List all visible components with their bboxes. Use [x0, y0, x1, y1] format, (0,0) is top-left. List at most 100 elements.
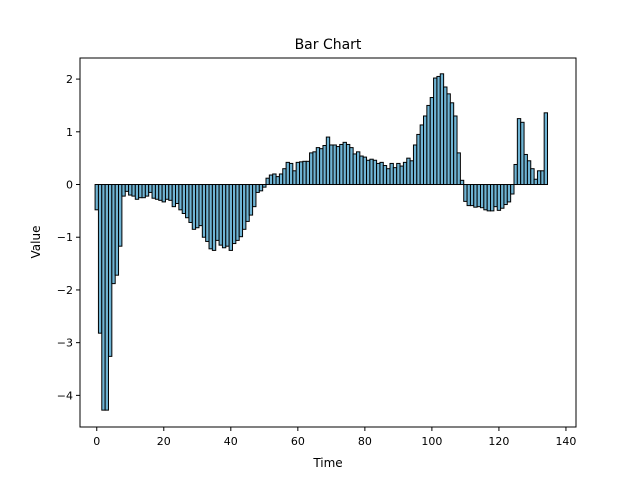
bar — [379, 161, 384, 186]
bar — [382, 165, 388, 186]
bar — [305, 160, 311, 186]
bar — [349, 147, 354, 186]
bar — [516, 118, 522, 186]
y-tick-label: 1 — [66, 126, 73, 139]
bar — [352, 153, 357, 186]
bar — [245, 184, 250, 222]
bar — [188, 184, 193, 223]
bar — [238, 184, 244, 238]
x-tick-label: 140 — [555, 435, 576, 448]
bar — [282, 168, 287, 186]
bar — [402, 161, 408, 186]
bar — [111, 184, 116, 285]
y-tick-label: 2 — [66, 73, 73, 86]
bar — [275, 176, 280, 186]
bar — [299, 161, 304, 186]
bar — [161, 184, 166, 203]
y-tick-label: 0 — [66, 179, 73, 192]
bar — [500, 184, 505, 209]
bar — [265, 177, 270, 186]
bar — [221, 184, 227, 249]
bar — [272, 173, 277, 186]
bar — [242, 184, 247, 230]
bar — [372, 159, 378, 186]
bars-group — [94, 73, 549, 411]
bar — [359, 155, 364, 186]
bar — [369, 158, 374, 186]
x-tick-label: 40 — [224, 435, 238, 448]
bar — [211, 184, 217, 251]
bar — [332, 144, 337, 186]
y-axis-label: Value — [29, 226, 43, 259]
bar — [198, 184, 203, 227]
bar — [506, 184, 512, 203]
bar — [476, 184, 481, 208]
bar — [134, 184, 140, 200]
bar — [493, 184, 498, 208]
bar — [486, 184, 492, 212]
bar — [355, 151, 361, 186]
bar — [510, 184, 515, 195]
bar — [345, 143, 351, 186]
bar — [252, 184, 257, 208]
y-tick-label: −2 — [57, 284, 73, 297]
bar — [228, 184, 233, 251]
bar — [124, 184, 130, 192]
bar — [178, 184, 183, 211]
bar — [469, 184, 475, 207]
bar — [258, 184, 264, 192]
bar — [97, 184, 103, 334]
bar — [496, 184, 502, 211]
bar — [295, 161, 301, 186]
bar — [409, 160, 414, 186]
bar — [231, 184, 237, 245]
bar — [466, 184, 471, 207]
x-axis: 0 20 40 60 80 100 120 140 — [93, 427, 576, 448]
bar — [536, 170, 542, 186]
y-tick-label: −4 — [57, 389, 73, 402]
bar — [423, 115, 428, 186]
bar — [158, 184, 163, 201]
bar — [376, 162, 381, 186]
bar — [540, 170, 545, 186]
bar — [235, 184, 240, 241]
bar — [325, 136, 331, 186]
bar — [490, 184, 495, 212]
bar — [171, 184, 177, 208]
bar — [453, 115, 458, 186]
bar — [255, 184, 260, 193]
bar — [319, 148, 324, 186]
bar — [530, 168, 535, 186]
bar — [335, 146, 341, 186]
bar — [443, 86, 448, 186]
bar — [416, 133, 421, 186]
bar — [396, 162, 401, 186]
bar — [426, 104, 431, 186]
bar — [523, 153, 528, 186]
bar — [459, 179, 465, 186]
bar — [483, 184, 488, 211]
bar — [285, 161, 290, 186]
bar — [205, 184, 210, 242]
y-tick-label: −1 — [57, 231, 73, 244]
bar — [151, 184, 156, 199]
bar — [309, 152, 314, 186]
y-axis: −4 −3 −2 −1 0 1 2 — [57, 73, 80, 402]
bar — [118, 184, 123, 247]
bar — [104, 184, 109, 411]
x-tick-label: 80 — [358, 435, 372, 448]
bar — [288, 162, 294, 186]
plot-area-frame — [79, 57, 577, 428]
bar — [218, 184, 223, 246]
bar — [533, 178, 538, 186]
bar — [201, 184, 207, 238]
bar — [520, 121, 525, 186]
bar — [138, 184, 143, 199]
bar — [436, 75, 441, 186]
bar — [144, 184, 150, 197]
bar — [128, 184, 133, 196]
bar — [543, 112, 549, 186]
bar — [362, 156, 368, 186]
bar — [292, 170, 297, 186]
